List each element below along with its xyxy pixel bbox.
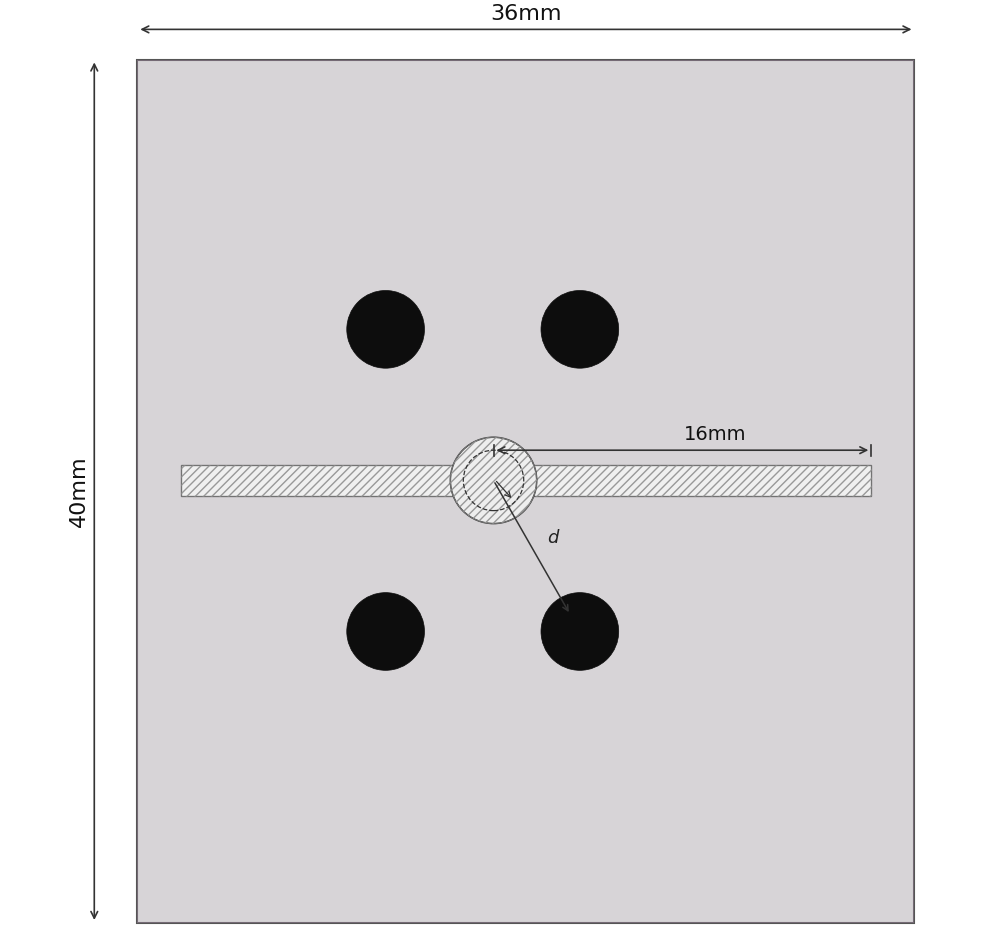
Text: d: d <box>547 529 559 547</box>
Bar <box>181 466 871 496</box>
Circle shape <box>347 291 424 368</box>
Circle shape <box>347 593 424 670</box>
Bar <box>181 466 871 496</box>
Circle shape <box>541 593 619 670</box>
Text: 40mm: 40mm <box>69 455 89 527</box>
Circle shape <box>541 291 619 368</box>
Circle shape <box>450 438 537 524</box>
Text: 36mm: 36mm <box>490 4 562 24</box>
Text: 16mm: 16mm <box>683 425 746 444</box>
